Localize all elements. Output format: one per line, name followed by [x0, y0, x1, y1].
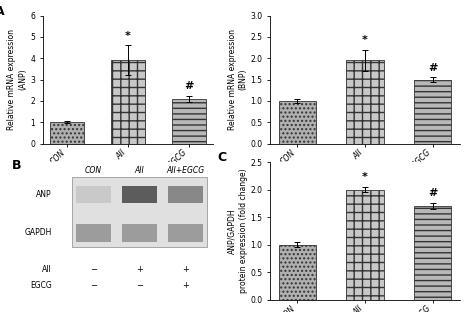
Bar	[346, 61, 383, 144]
Bar	[167, 224, 203, 242]
Text: EGCG: EGCG	[30, 281, 52, 290]
Text: B: B	[12, 159, 22, 173]
Bar	[167, 186, 203, 203]
Y-axis label: ANP/GAPDH
protein expression (fold change): ANP/GAPDH protein expression (fold chang…	[228, 168, 247, 293]
Text: +: +	[182, 281, 189, 290]
Bar	[111, 61, 145, 144]
Y-axis label: Relative mRNA expression
(ANP): Relative mRNA expression (ANP)	[7, 29, 27, 130]
Text: −: −	[90, 265, 97, 274]
Bar	[414, 80, 451, 144]
Text: C: C	[217, 151, 226, 164]
Text: A: A	[0, 5, 5, 18]
Bar	[76, 186, 111, 203]
Text: −: −	[90, 281, 97, 290]
Text: #: #	[428, 62, 437, 72]
Bar	[76, 186, 111, 203]
Text: *: *	[362, 35, 368, 45]
Bar	[122, 224, 157, 242]
Bar	[122, 186, 157, 203]
Bar	[122, 224, 157, 242]
Bar	[167, 224, 203, 242]
Bar	[50, 122, 84, 144]
Bar	[172, 99, 206, 144]
Text: #: #	[184, 81, 193, 91]
Y-axis label: Relative mRNA expression
(BNP): Relative mRNA expression (BNP)	[228, 29, 247, 130]
Bar	[167, 186, 203, 203]
Bar	[414, 206, 451, 300]
Text: AII+EGCG: AII+EGCG	[166, 166, 204, 175]
Text: +: +	[136, 265, 143, 274]
Bar	[72, 177, 207, 247]
Text: *: *	[125, 31, 131, 41]
Text: CON: CON	[85, 166, 102, 175]
Bar	[346, 190, 383, 300]
Bar	[279, 245, 316, 300]
Bar	[76, 224, 111, 242]
Bar	[122, 186, 157, 203]
Text: AII: AII	[135, 166, 144, 175]
Text: −: −	[136, 281, 143, 290]
Text: #: #	[428, 188, 437, 198]
Text: +: +	[182, 265, 189, 274]
Text: ANP: ANP	[36, 190, 52, 199]
Bar	[279, 101, 316, 144]
Bar	[76, 224, 111, 242]
Text: AII: AII	[42, 265, 52, 274]
Text: GAPDH: GAPDH	[24, 228, 52, 237]
Text: *: *	[362, 172, 368, 182]
